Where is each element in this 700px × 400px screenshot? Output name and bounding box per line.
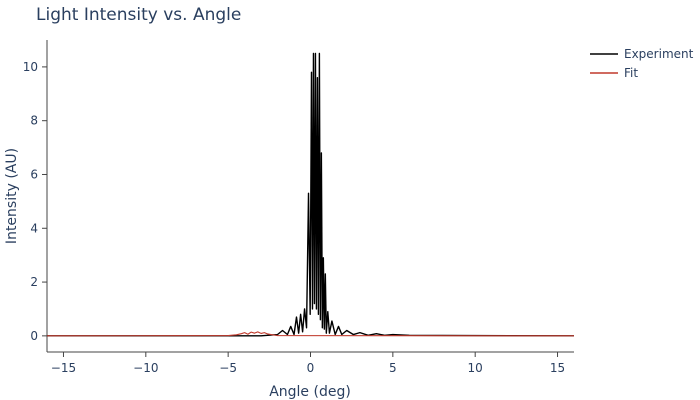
plot-area: −15 −10 −5 0 5 10 15 0 2 4 6 8 10 (23, 40, 575, 375)
series-layer (46, 52, 575, 337)
x-tick-label: −5 (219, 361, 237, 375)
x-tick-label: 5 (389, 361, 397, 375)
x-tick-label: 10 (468, 361, 483, 375)
y-tick-label: 4 (30, 221, 38, 235)
legend-label-fit: Fit (624, 66, 638, 80)
x-tick-label: −10 (133, 361, 158, 375)
series-line-experiment (47, 52, 575, 337)
series-line-fit (46, 331, 575, 337)
x-tick-label: −15 (51, 361, 76, 375)
x-tick-label: 15 (550, 361, 565, 375)
x-tick-label: 0 (307, 361, 315, 375)
y-tick-label: 6 (30, 167, 38, 181)
legend-label-experiment: Experiment (624, 47, 694, 61)
x-axis-label: Angle (deg) (269, 384, 351, 400)
y-axis-label: Intensity (AU) (4, 148, 20, 244)
y-tick-label: 10 (23, 60, 38, 74)
y-tick-label: 2 (30, 275, 38, 289)
chart-title: Light Intensity vs. Angle (36, 5, 241, 25)
tick-layer: −15 −10 −5 0 5 10 15 0 2 4 6 8 10 (23, 60, 565, 375)
y-tick-label: 0 (30, 329, 38, 343)
y-tick-label: 8 (30, 114, 38, 128)
legend: Experiment Fit (590, 47, 694, 80)
